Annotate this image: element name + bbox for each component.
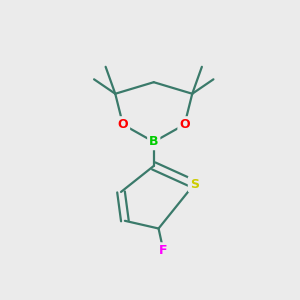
Text: O: O: [118, 118, 128, 131]
Text: O: O: [179, 118, 190, 131]
Text: B: B: [149, 135, 158, 148]
Text: S: S: [190, 178, 199, 191]
Text: F: F: [159, 244, 168, 257]
